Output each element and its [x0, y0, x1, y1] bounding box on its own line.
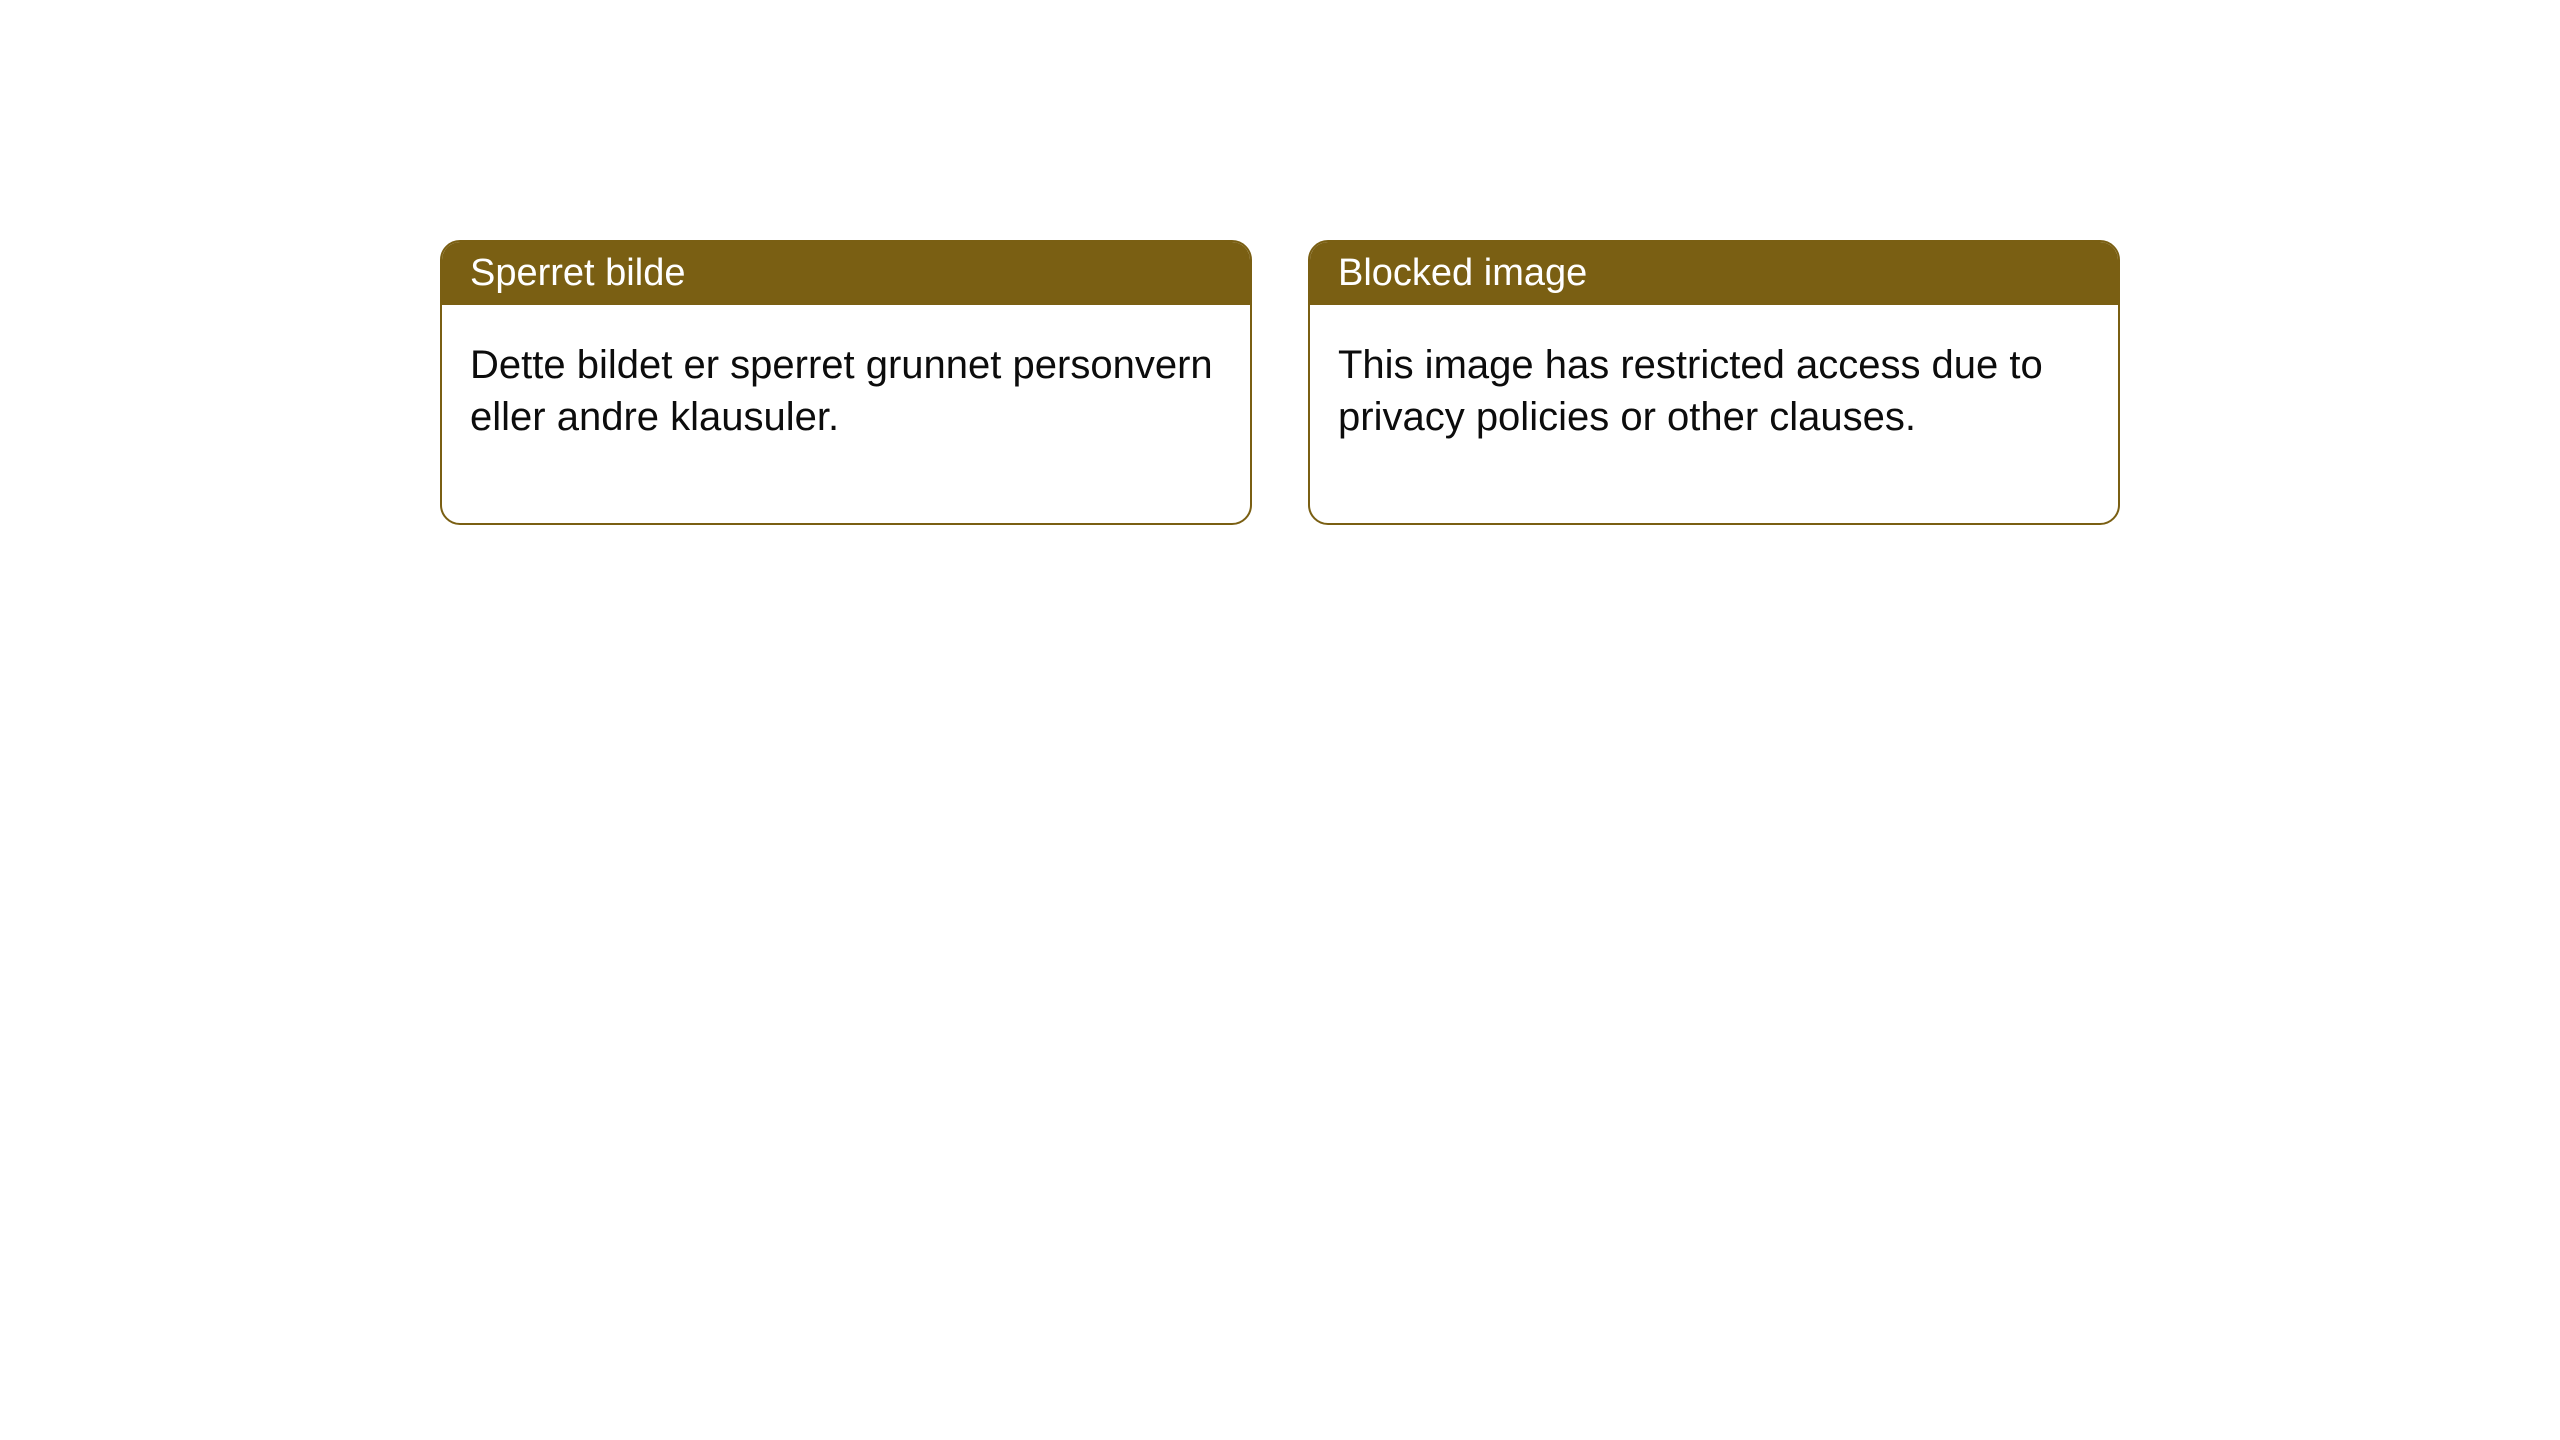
blocked-card-english: Blocked image This image has restricted … [1308, 240, 2120, 525]
card-title: Sperret bilde [470, 252, 685, 294]
card-header: Sperret bilde [442, 242, 1250, 305]
card-message: Dette bildet er sperret grunnet personve… [470, 343, 1213, 439]
card-title: Blocked image [1338, 252, 1587, 294]
card-message: This image has restricted access due to … [1338, 343, 2043, 439]
blocked-card-norwegian: Sperret bilde Dette bildet er sperret gr… [440, 240, 1252, 525]
card-body: This image has restricted access due to … [1310, 305, 2118, 523]
card-header: Blocked image [1310, 242, 2118, 305]
blocked-image-cards: Sperret bilde Dette bildet er sperret gr… [440, 240, 2120, 525]
card-body: Dette bildet er sperret grunnet personve… [442, 305, 1250, 523]
